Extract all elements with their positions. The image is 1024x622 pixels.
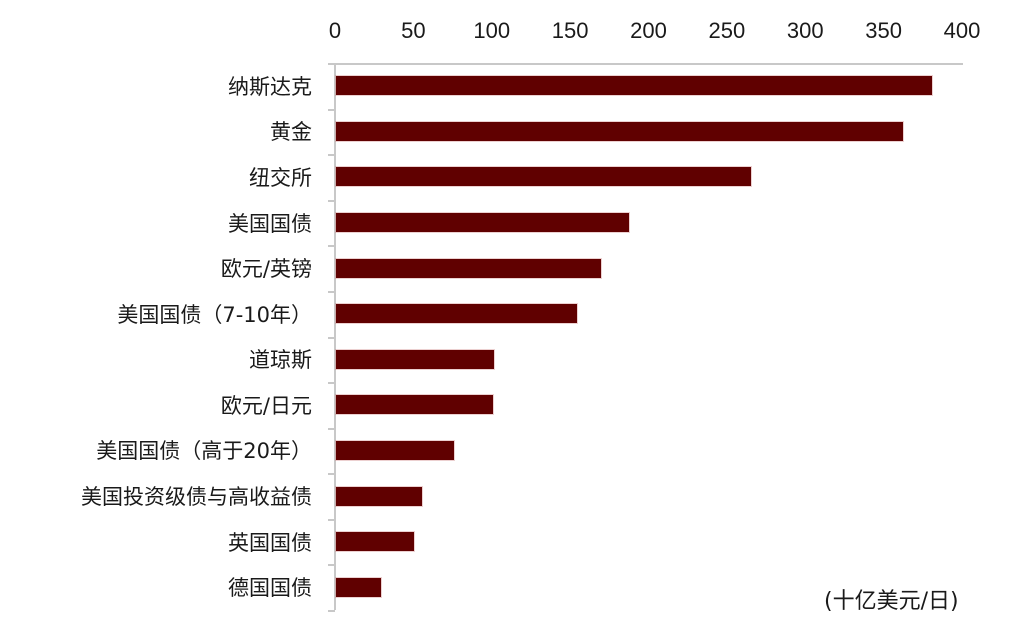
y-tick-mark [328, 427, 335, 430]
y-tick-mark [328, 245, 335, 248]
x-tick-label: 50 [401, 18, 426, 43]
y-tick-mark [328, 108, 335, 111]
y-tick-mark [328, 564, 335, 567]
y-tick-mark [328, 610, 335, 612]
category-label: 美国国债 [228, 211, 312, 236]
bar [336, 76, 932, 96]
y-tick-mark [328, 336, 335, 339]
y-tick-mark [328, 473, 335, 476]
category-label: 美国国债（高于20年） [96, 439, 312, 464]
category-label: 美国国债（7-10年） [117, 302, 312, 327]
category-label: 英国国债 [228, 530, 312, 555]
unit-label: (十亿美元/日) [824, 589, 959, 614]
bar [336, 121, 904, 141]
category-label: 德国国债 [228, 576, 312, 601]
x-tick-label: 250 [708, 18, 746, 43]
bar [336, 349, 495, 369]
category-label: 欧元/日元 [220, 393, 312, 418]
bar [336, 532, 415, 552]
y-tick-mark [328, 382, 335, 385]
bar [336, 304, 578, 324]
x-axis-line [335, 63, 963, 65]
x-tick-label: 400 [943, 18, 981, 43]
x-tick-label: 350 [865, 18, 902, 43]
category-label: 纽交所 [249, 165, 312, 190]
category-label: 纳斯达克 [228, 74, 312, 99]
bar [336, 258, 601, 278]
bar [336, 486, 423, 506]
x-tick-label: 300 [786, 18, 824, 43]
bar [336, 440, 454, 460]
category-label: 道琼斯 [249, 348, 312, 373]
y-tick-mark [328, 290, 335, 293]
x-tick-label: 0 [328, 18, 342, 43]
y-tick-mark [328, 154, 335, 157]
x-tick-label: 100 [473, 18, 511, 43]
x-tick-label: 150 [551, 18, 589, 43]
y-axis-line [334, 63, 336, 610]
bar [336, 213, 630, 233]
bar [336, 167, 752, 187]
x-tick-label: 200 [630, 18, 667, 43]
y-tick-mark [328, 199, 335, 202]
y-tick-mark [328, 63, 335, 65]
category-label: 黄金 [270, 120, 312, 145]
category-label: 美国投资级债与高收益债 [81, 485, 312, 510]
category-label: 欧元/英镑 [220, 257, 312, 282]
y-tick-mark [328, 518, 335, 521]
bar [336, 395, 493, 415]
bar [336, 577, 382, 597]
